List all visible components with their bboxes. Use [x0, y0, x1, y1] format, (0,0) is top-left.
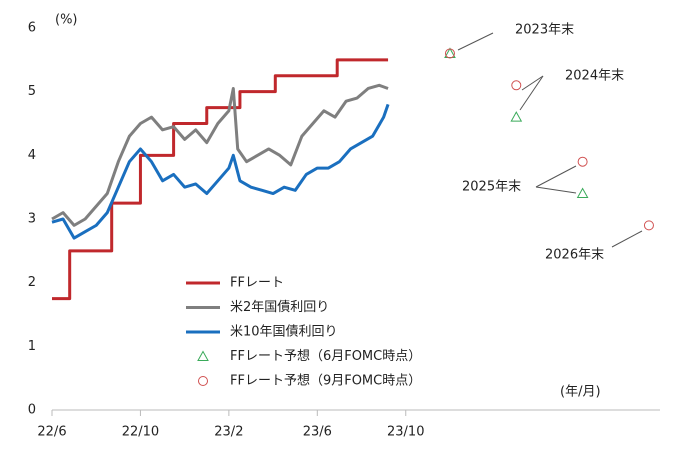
x-tick-label: 22/10 [122, 425, 159, 440]
circle-point [198, 376, 208, 386]
triangle-point [576, 187, 589, 199]
x-unit: (年/月) [560, 385, 601, 400]
legend-label: FFレート予想（6月FOMC時点） [230, 348, 421, 364]
annotation: 2024年末 [565, 69, 624, 84]
circle-point [643, 220, 654, 231]
x-tick-label: 22/6 [37, 425, 66, 440]
y-tick-label: 3 [28, 212, 36, 227]
x-tick-label: 23/6 [303, 425, 332, 440]
y-tick-label: 6 [28, 21, 36, 36]
series-line [51, 83, 389, 227]
annotation: 2026年末 [545, 248, 604, 263]
y-tick-label: 2 [28, 275, 36, 290]
leader-lines [457, 32, 643, 248]
x-tick-label: 23/10 [387, 425, 424, 440]
triangle-point [510, 111, 523, 122]
annotation: 2025年末 [462, 180, 521, 195]
y-tick-label: 4 [28, 148, 36, 163]
series-line [51, 103, 390, 240]
y-tick-label: 0 [28, 403, 36, 418]
annotation: 2023年末 [515, 23, 574, 38]
legend-label: 米2年国債利回り [230, 300, 329, 315]
legend-label: 米10年国債利回り [230, 325, 338, 340]
circle-point [577, 156, 588, 167]
y-tick-label: 5 [28, 84, 36, 99]
legend-label: FFレート [230, 276, 284, 291]
x-tick-label: 23/2 [214, 425, 243, 440]
legend-label: FFレート予想（9月FOMC時点） [230, 373, 421, 389]
triangle-point [197, 350, 209, 361]
series-line [52, 58, 389, 301]
y-unit: (%) [55, 13, 78, 28]
circle-point [444, 48, 455, 59]
circle-point [511, 80, 522, 91]
y-tick-label: 1 [28, 339, 36, 354]
